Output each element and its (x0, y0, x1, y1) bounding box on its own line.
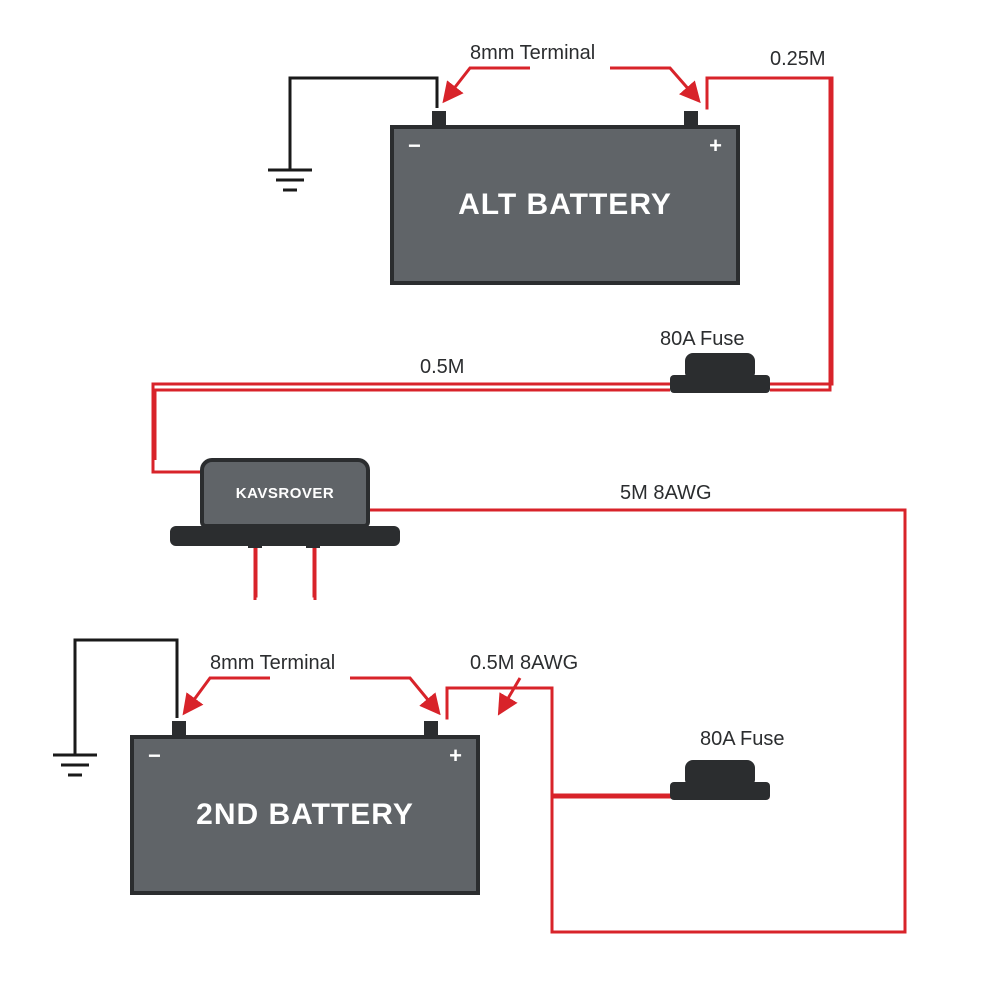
callout-fuse-bottom: 80A Fuse (700, 728, 785, 751)
callout-05m: 0.5M (420, 356, 464, 379)
callout-05m-8awg: 0.5M 8AWG (470, 652, 578, 675)
callout-5m-8awg: 5M 8AWG (620, 482, 712, 505)
alt-battery-label: ALT BATTERY (458, 188, 672, 222)
wiring-diagram: − + ALT BATTERY − + 2ND BATTERY KAVSROVE… (0, 0, 1000, 1000)
callout-025m: 0.25M (770, 48, 826, 71)
fuse-bottom (670, 760, 770, 800)
alt-terminal-neg (432, 111, 446, 127)
device-post-right (306, 526, 320, 548)
second-terminal-pos (424, 721, 438, 737)
callout-terminal-top: 8mm Terminal (470, 42, 595, 65)
device-post-left (248, 526, 262, 548)
alt-neg-sign: − (408, 133, 421, 159)
alt-pos-sign: + (709, 133, 722, 159)
callout-terminal-bot: 8mm Terminal (210, 652, 335, 675)
second-pos-sign: + (449, 743, 462, 769)
callout-fuse-top: 80A Fuse (660, 328, 745, 351)
second-battery: − + 2ND BATTERY (130, 735, 480, 895)
second-terminal-neg (172, 721, 186, 737)
alt-terminal-pos (684, 111, 698, 127)
second-battery-label: 2ND BATTERY (196, 798, 414, 832)
device-label: KAVSROVER (236, 485, 334, 502)
second-neg-sign: − (148, 743, 161, 769)
alt-battery: − + ALT BATTERY (390, 125, 740, 285)
fuse-top (670, 353, 770, 393)
